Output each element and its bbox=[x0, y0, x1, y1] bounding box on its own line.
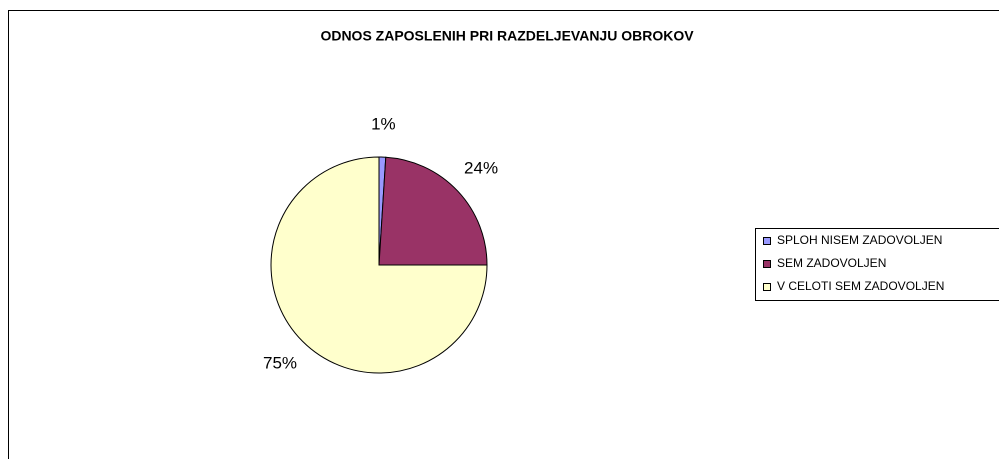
data-label: 1% bbox=[371, 115, 396, 134]
legend-swatch bbox=[763, 283, 771, 291]
legend-label: SPLOH NISEM ZADOVOLJEN bbox=[777, 233, 942, 247]
legend-label: V CELOTI SEM ZADOVOLJEN bbox=[777, 279, 944, 293]
legend bbox=[755, 228, 999, 301]
chart-title: ODNOS ZAPOSLENIH PRI RAZDELJEVANJU OBROK… bbox=[320, 28, 694, 44]
pie-slice bbox=[378, 156, 488, 266]
pie-slice bbox=[270, 156, 488, 374]
data-label: 75% bbox=[263, 353, 297, 372]
legend-label: SEM ZADOVOLJEN bbox=[777, 256, 886, 270]
data-label: 24% bbox=[464, 159, 498, 178]
legend-swatch bbox=[763, 260, 771, 268]
legend-swatch bbox=[763, 237, 771, 245]
